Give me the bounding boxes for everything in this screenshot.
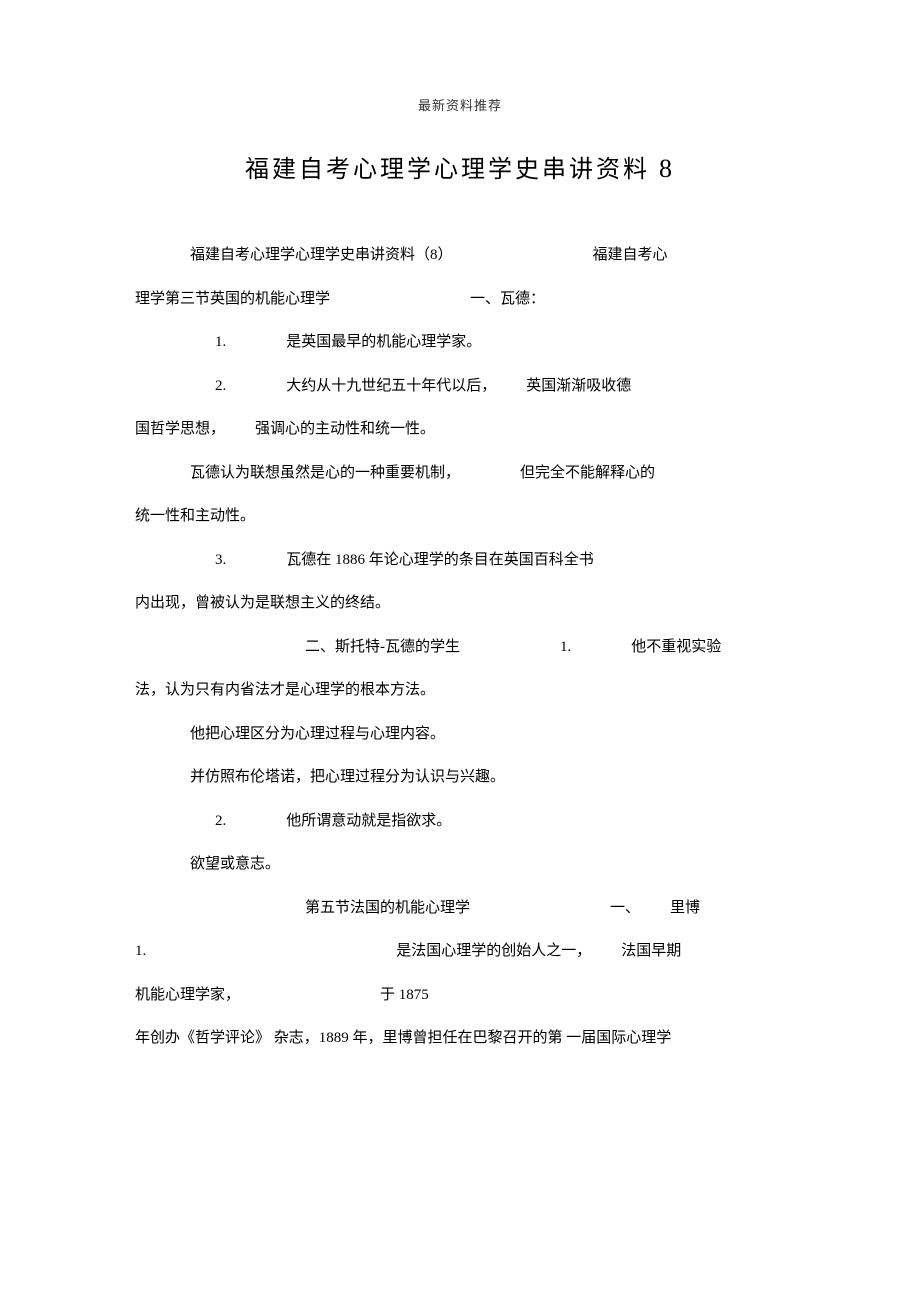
text-segment: 国哲学思想， [135, 421, 225, 437]
paragraph-line: 1. 是英国最早的机能心理学家。 [135, 321, 785, 365]
paragraph-line: 欲望或意志。 [135, 843, 785, 887]
text-segment: 他把心理区分为心理过程与心理内容。 [190, 726, 445, 742]
text-segment: 理学第三节英国的机能心理学 [135, 291, 330, 307]
list-number: 2. [215, 378, 226, 394]
text-segment: 大约从十九世纪五十年代以后， [286, 378, 496, 394]
title-number: 8 [659, 154, 675, 183]
paragraph-line: 理学第三节英国的机能心理学 一、瓦德： [135, 278, 785, 322]
list-number: 1. [215, 334, 226, 350]
text-segment: 机能心理学家， [135, 987, 240, 1003]
document-title: 福建自考心理学心理学史串讲资料 8 [135, 149, 785, 184]
text-segment: 内出现，曾被认为是联想主义的终结。 [135, 595, 390, 611]
page-header: 最新资料推荐 [135, 95, 785, 114]
paragraph-line: 瓦德认为联想虽然是心的一种重要机制， 但完全不能解释心的 [135, 452, 785, 496]
text-segment: 法国早期 [621, 943, 681, 959]
paragraph-line: 1. 是法国心理学的创始人之一， 法国早期 [135, 930, 785, 974]
text-segment: 瓦德在 1886 年论心理学的条目在英国百科全书 [286, 552, 594, 568]
text-segment: 强调心的主动性和统一性。 [255, 421, 435, 437]
text-segment: 统一性和主动性。 [135, 508, 255, 524]
paragraph-line: 并仿照布伦塔诺，把心理过程分为认识与兴趣。 [135, 756, 785, 800]
text-segment: 于 1875 [380, 987, 429, 1003]
list-number: 1. [560, 639, 571, 655]
list-number: 3. [215, 552, 226, 568]
text-segment: 福建自考心理学心理学史串讲资料（8） [190, 247, 453, 263]
list-number: 1. [135, 943, 146, 959]
text-segment: 瓦德认为联想虽然是心的一种重要机制， [190, 465, 460, 481]
paragraph-line: 3. 瓦德在 1886 年论心理学的条目在英国百科全书 [135, 539, 785, 583]
text-segment: 是英国最早的机能心理学家。 [286, 334, 481, 350]
paragraph-line: 福建自考心理学心理学史串讲资料（8） 福建自考心 [135, 234, 785, 278]
text-segment: 一、 [610, 900, 640, 916]
paragraph-line: 2. 他所谓意动就是指欲求。 [135, 800, 785, 844]
header-text: 最新资料推荐 [418, 98, 502, 113]
paragraph-line: 国哲学思想， 强调心的主动性和统一性。 [135, 408, 785, 452]
text-segment: 并仿照布伦塔诺，把心理过程分为认识与兴趣。 [190, 769, 505, 785]
text-segment: 法，认为只有内省法才是心理学的根本方法。 [135, 682, 435, 698]
text-segment: 他不重视实验 [631, 639, 721, 655]
text-segment: 欲望或意志。 [190, 856, 280, 872]
text-segment: 一、瓦德： [470, 291, 545, 307]
text-segment: 里博 [670, 900, 700, 916]
paragraph-line: 第五节法国的机能心理学 一、 里博 [135, 887, 785, 931]
text-segment: 是法国心理学的创始人之一， [396, 943, 591, 959]
text-segment: 年创办《哲学评论》 杂志，1889 年，里博曾担任在巴黎召开的第 一届国际心理学 [135, 1030, 671, 1046]
text-segment: 他所谓意动就是指欲求。 [286, 813, 451, 829]
paragraph-line: 他把心理区分为心理过程与心理内容。 [135, 713, 785, 757]
title-main: 福建自考心理学心理学史串讲资料 [245, 157, 650, 183]
text-segment: 但完全不能解释心的 [520, 465, 655, 481]
paragraph-line: 2. 大约从十九世纪五十年代以后， 英国渐渐吸收德 [135, 365, 785, 409]
paragraph-line: 二、斯托特-瓦德的学生 1. 他不重视实验 [135, 626, 785, 670]
paragraph-line: 年创办《哲学评论》 杂志，1889 年，里博曾担任在巴黎召开的第 一届国际心理学 [135, 1017, 785, 1061]
paragraph-line: 内出现，曾被认为是联想主义的终结。 [135, 582, 785, 626]
text-segment: 第五节法国的机能心理学 [305, 900, 470, 916]
paragraph-line: 法，认为只有内省法才是心理学的根本方法。 [135, 669, 785, 713]
paragraph-line: 机能心理学家， 于 1875 [135, 974, 785, 1018]
document-body: 福建自考心理学心理学史串讲资料（8）福建自考心 理学第三节英国的机能心理学一、瓦… [135, 234, 785, 1061]
text-segment: 二、斯托特-瓦德的学生 [305, 639, 460, 655]
text-segment: 英国渐渐吸收德 [526, 378, 631, 394]
list-number: 2. [215, 813, 226, 829]
text-segment: 福建自考心 [593, 247, 668, 263]
paragraph-line: 统一性和主动性。 [135, 495, 785, 539]
